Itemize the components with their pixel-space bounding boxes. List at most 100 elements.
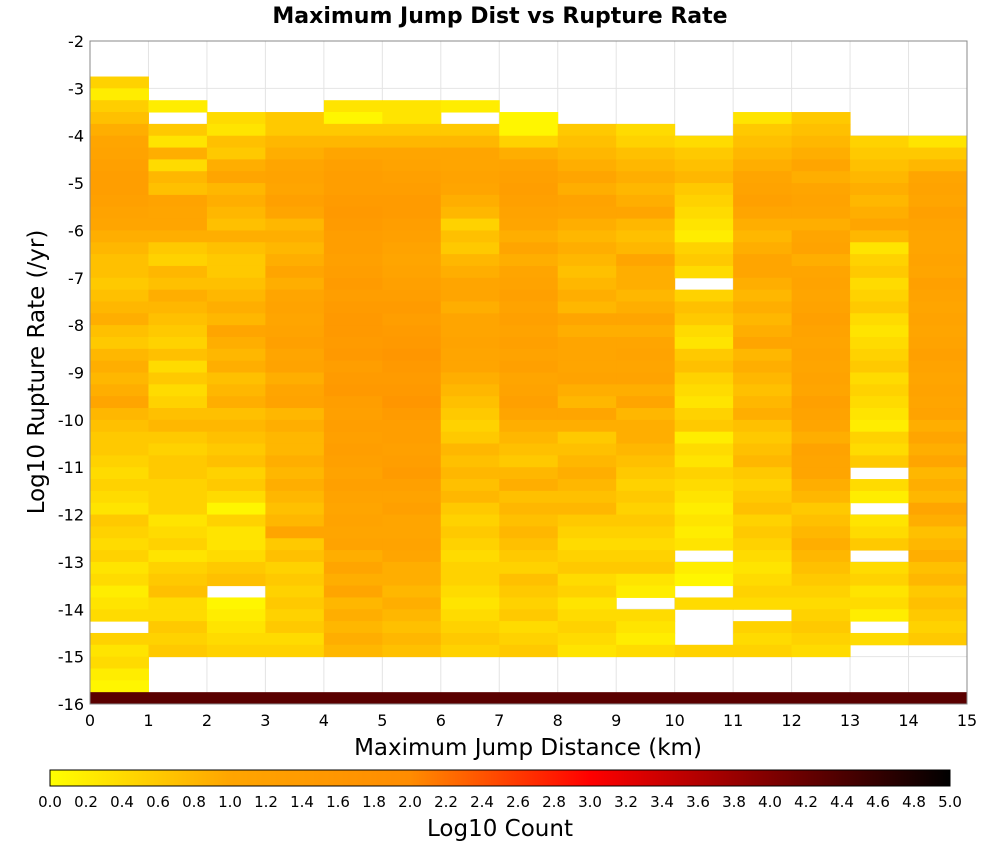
colorbar-tick-label: 0.0 (38, 793, 62, 811)
heatmap-bottom-row (90, 692, 967, 704)
heatmap-cell (382, 597, 442, 610)
heatmap-cell (440, 632, 500, 646)
heatmap-cell (791, 336, 851, 350)
heatmap-cell (908, 550, 968, 563)
heatmap-cell (616, 183, 676, 196)
heatmap-cell (323, 289, 383, 302)
heatmap-cell (733, 112, 793, 125)
heatmap-cell (908, 467, 968, 480)
heatmap-cell (323, 265, 383, 279)
heatmap-cell (616, 159, 676, 172)
heatmap-cell (733, 265, 793, 279)
colorbar-tick-label: 1.2 (254, 793, 278, 811)
heatmap-cell (265, 230, 325, 243)
heatmap-cell (499, 455, 559, 468)
heatmap-cell (908, 585, 968, 598)
heatmap-cell (90, 490, 149, 504)
heatmap-cell (499, 644, 559, 658)
colorbar-tick-label: 0.4 (110, 793, 134, 811)
heatmap-cell (791, 265, 851, 279)
colorbar-tick-label: 4.2 (794, 793, 818, 811)
heatmap-cell (90, 550, 149, 563)
heatmap-cell (557, 561, 617, 575)
heatmap-cell (323, 277, 383, 291)
heatmap-cell (733, 171, 793, 184)
heatmap-cell (674, 514, 734, 527)
heatmap-cell (499, 360, 559, 373)
heatmap-cell (557, 183, 617, 196)
heatmap-cell (148, 194, 208, 208)
colorbar (49, 769, 951, 787)
colorbar-tick-label: 1.0 (218, 793, 242, 811)
heatmap-cell (382, 538, 442, 551)
heatmap-cell (616, 490, 676, 504)
heatmap-cell (499, 194, 559, 208)
heatmap-cell (206, 526, 266, 539)
x-tick-label: 3 (260, 711, 270, 730)
heatmap-cell (90, 573, 149, 587)
heatmap-cell (616, 644, 676, 658)
heatmap-cell (908, 254, 968, 267)
heatmap-cell (850, 372, 910, 385)
heatmap-cell (206, 301, 266, 314)
heatmap-cell (557, 289, 617, 302)
heatmap-cell (206, 384, 266, 397)
heatmap-cell (90, 277, 149, 291)
heatmap-cell (557, 242, 617, 255)
heatmap-cell (850, 396, 910, 409)
heatmap-cell (499, 538, 559, 551)
heatmap-cell (265, 313, 325, 326)
heatmap-cell (908, 609, 968, 622)
heatmap-cell (908, 289, 968, 302)
heatmap-cell (557, 313, 617, 326)
heatmap-cell (791, 325, 851, 338)
heatmap-cell (148, 265, 208, 279)
heatmap-cell (557, 348, 617, 362)
heatmap-cell (733, 372, 793, 385)
heatmap-cell (791, 301, 851, 314)
colorbar-tick-label: 4.6 (866, 793, 890, 811)
heatmap-cell (908, 171, 968, 184)
y-tick-label: -7 (68, 269, 84, 288)
heatmap-cell (265, 502, 325, 516)
heatmap-cell (616, 431, 676, 445)
heatmap-cell (90, 76, 149, 89)
heatmap-cell (206, 230, 266, 243)
colorbar-tick-label: 1.8 (362, 793, 386, 811)
heatmap-cell (148, 360, 208, 373)
heatmap-cell (440, 313, 500, 326)
y-axis-label: Log10 Rupture Rate (/yr) (24, 230, 50, 515)
colorbar-tick-label: 4.4 (830, 793, 854, 811)
heatmap-cell (850, 384, 910, 397)
heatmap-cell (850, 526, 910, 539)
heatmap-cell (733, 573, 793, 587)
heatmap-cell (499, 490, 559, 504)
heatmap-cell (323, 550, 383, 563)
heatmap-cell (148, 479, 208, 492)
heatmap-cell (674, 313, 734, 326)
heatmap-cell (791, 277, 851, 291)
heatmap-cell (90, 597, 149, 610)
heatmap-cell (382, 194, 442, 208)
heatmap-cell (616, 384, 676, 397)
heatmap-cell (148, 455, 208, 468)
heatmap-cell (499, 230, 559, 243)
heatmap-cell (265, 206, 325, 220)
heatmap-cell (616, 206, 676, 220)
heatmap-cell (908, 408, 968, 421)
heatmap-cell (382, 443, 442, 456)
heatmap-cell (90, 396, 149, 409)
heatmap-cell (733, 254, 793, 267)
heatmap-cell (616, 526, 676, 539)
heatmap-cell (733, 467, 793, 480)
heatmap-cell (323, 135, 383, 149)
heatmap-cell (616, 171, 676, 184)
heatmap-cell (206, 183, 266, 196)
heatmap-cell (499, 325, 559, 338)
heatmap-cell (323, 585, 383, 598)
heatmap-cell (265, 443, 325, 456)
heatmap-cell (733, 396, 793, 409)
heatmap-cell (323, 313, 383, 326)
heatmap-cell (850, 585, 910, 598)
heatmap-cell (616, 585, 676, 598)
